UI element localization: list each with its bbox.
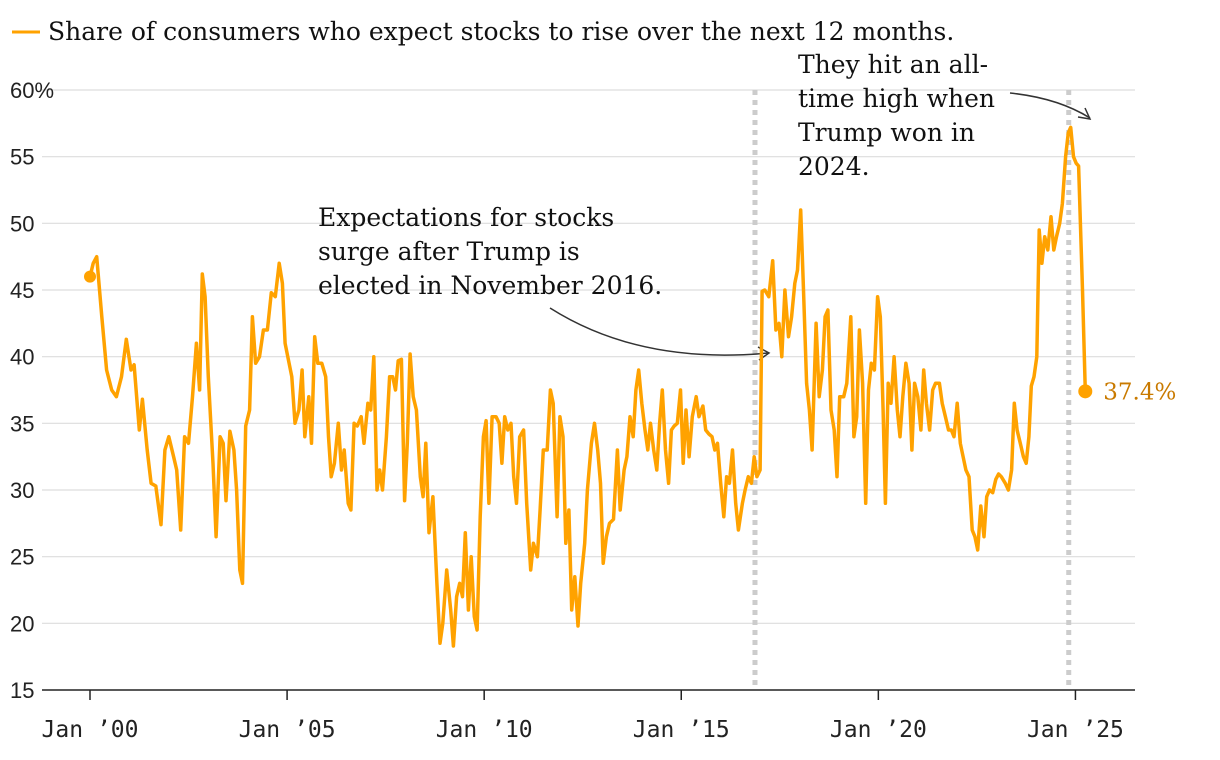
legend: Share of consumers who expect stocks to … bbox=[12, 17, 954, 46]
y-tick-label: 55 bbox=[10, 145, 34, 170]
annotation-line: Trump won in bbox=[798, 118, 975, 147]
end-point bbox=[1078, 384, 1092, 398]
y-tick-label: 45 bbox=[10, 278, 34, 303]
annotation-text: Expectations for stocks surge after Trump… bbox=[318, 203, 662, 300]
annotations: Expectations for stocks surge after Trump… bbox=[318, 50, 1090, 360]
y-tick-label: 60% bbox=[10, 78, 54, 103]
annotation-line: time high when bbox=[798, 84, 995, 113]
x-tick-label: Jan ’10 bbox=[436, 717, 533, 743]
annotation-line: surge after Trump is bbox=[318, 237, 580, 266]
x-tick-label: Jan ’15 bbox=[633, 717, 730, 743]
series: 37.4% bbox=[84, 127, 1176, 646]
y-tick-label: 20 bbox=[10, 611, 34, 636]
y-tick-label: 40 bbox=[10, 345, 34, 370]
x-tick-label: Jan ’00 bbox=[42, 717, 139, 743]
y-tick-label: 30 bbox=[10, 478, 34, 503]
x-tick-label: Jan ’25 bbox=[1027, 717, 1124, 743]
end-value-label: 37.4% bbox=[1103, 379, 1176, 405]
annotation-line: Expectations for stocks bbox=[318, 203, 614, 232]
x-tick-label: Jan ’20 bbox=[830, 717, 927, 743]
x-tick-label: Jan ’05 bbox=[239, 717, 336, 743]
start-point bbox=[84, 271, 96, 283]
annotation-arrow bbox=[550, 308, 768, 355]
annotation-line: 2024. bbox=[798, 152, 870, 181]
y-tick-label: 35 bbox=[10, 411, 34, 436]
gridlines bbox=[42, 90, 1135, 690]
y-tick-label: 15 bbox=[10, 678, 34, 703]
chart: Share of consumers who expect stocks to … bbox=[0, 0, 1220, 760]
y-tick-label: 25 bbox=[10, 545, 34, 570]
annotation-line: elected in November 2016. bbox=[318, 271, 662, 300]
legend-label: Share of consumers who expect stocks to … bbox=[48, 17, 954, 46]
annotation-text: They hit an all-time high when Trump won … bbox=[798, 50, 995, 181]
annotation-arrow bbox=[1010, 93, 1090, 118]
y-axis: 15 20 25 30 35 40 45 50 55 60% bbox=[10, 78, 54, 703]
y-tick-label: 50 bbox=[10, 211, 34, 236]
x-axis: Jan ’00 Jan ’05 Jan ’10 Jan ’15 Jan ’20 Jan ’… bbox=[42, 690, 1124, 743]
annotation-line: They hit an all- bbox=[798, 50, 988, 79]
